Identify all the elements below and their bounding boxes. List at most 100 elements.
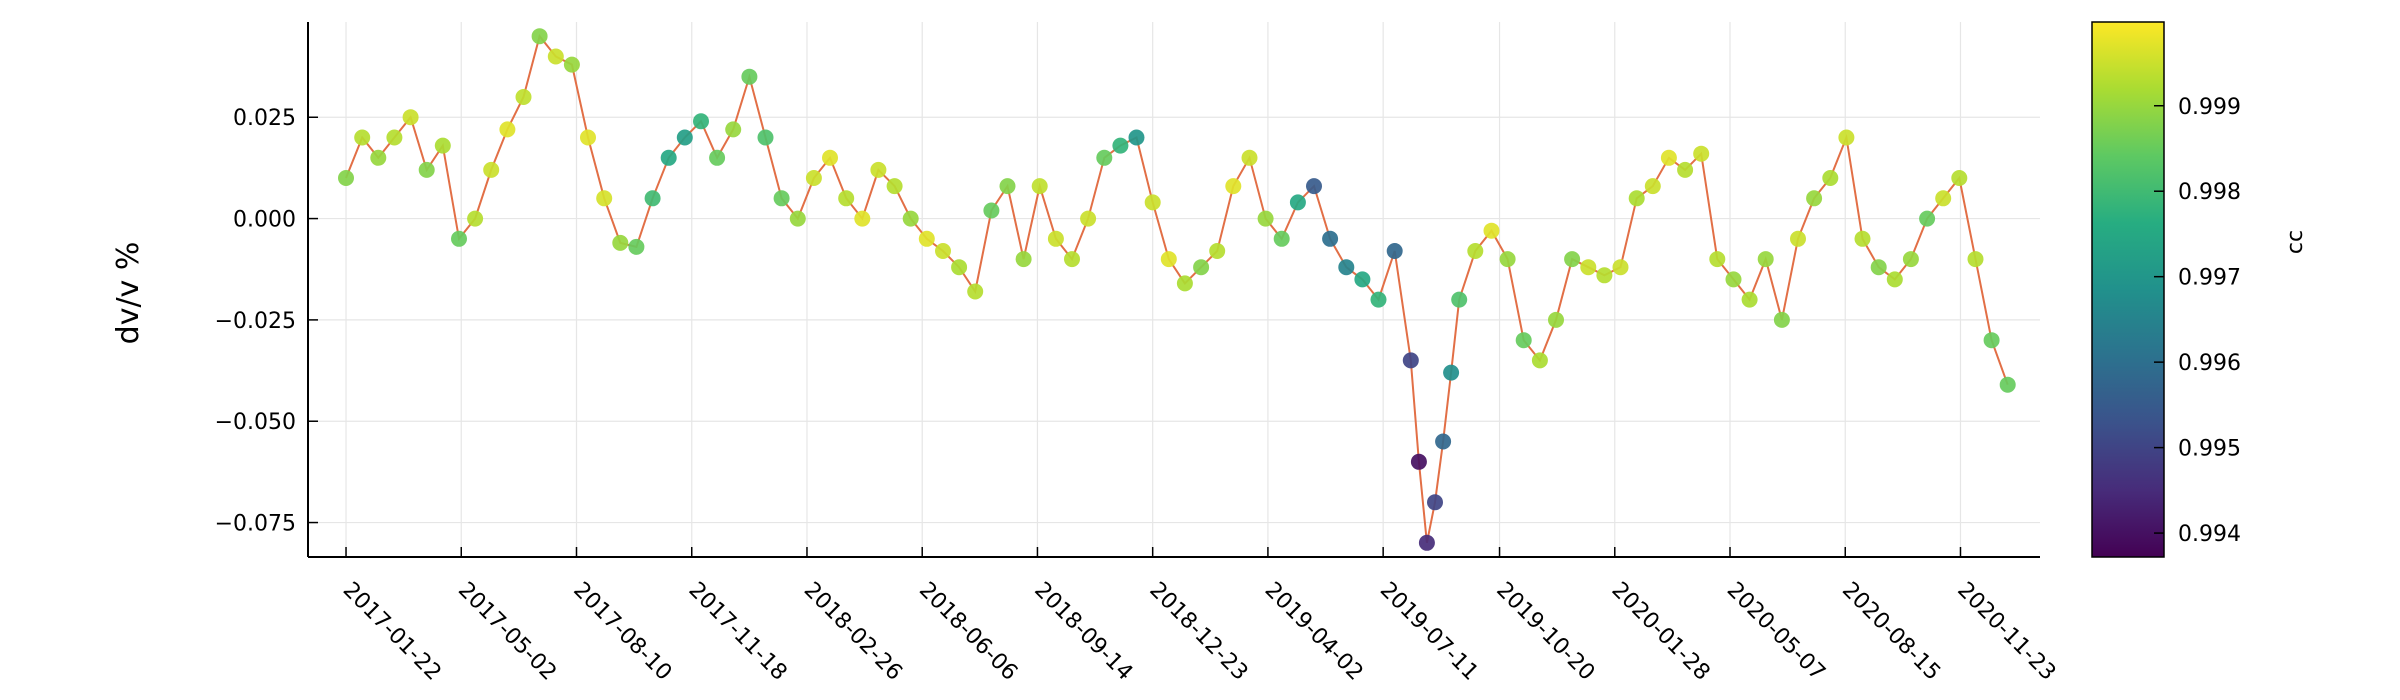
colorbar-tick-label: 0.996 [2178,351,2241,376]
colorbar-tick-label: 0.999 [2178,95,2241,120]
x-tick-label: 2018-02-26 [799,578,907,686]
colorbar [2092,22,2164,557]
data-point [515,89,532,105]
data-point [531,28,548,45]
x-tick-label: 2017-05-02 [453,578,561,686]
data-point [1322,230,1339,247]
data-point [451,230,467,247]
data-point [1709,251,1726,268]
data-point [1757,251,1774,268]
data-point [886,178,903,195]
data-point [1031,178,1048,195]
data-point [1427,494,1443,511]
x-tick-label: 2020-08-15 [1837,578,1945,686]
data-point [483,161,500,178]
data-point [1999,376,2016,393]
data-point [1983,332,2000,349]
data-point [1919,210,1936,227]
data-point [628,238,645,255]
x-tick-label: 2018-09-14 [1029,578,1137,686]
data-point [1273,230,1290,247]
data-point [1580,259,1597,276]
data-point [1435,433,1452,450]
data-point [580,129,596,146]
data-point [1902,251,1919,268]
data-point [1677,161,1694,178]
data-point [870,161,887,178]
data-point [1306,178,1322,195]
x-tick-label: 2018-12-23 [1144,578,1252,686]
data-point [1515,332,1532,349]
data-point [1015,251,1032,268]
data-point [1773,311,1790,328]
data-point [1386,243,1403,259]
colorbar-label: cc [2283,230,2308,254]
data-point [1596,267,1613,284]
data-point [918,230,935,247]
data-point [418,161,435,178]
data-point [563,56,580,73]
data-point [1854,230,1871,247]
data-point [805,170,822,186]
colorbar-tick-label: 0.997 [2178,266,2241,291]
data-point [1225,178,1242,195]
y-axis-ticks: 0.025 0.000 −0.025 −0.050 −0.075 [215,106,318,537]
data-point [1160,251,1177,268]
data-point [741,68,758,85]
x-tick-label: 2020-01-28 [1607,578,1715,686]
data-point [773,190,790,207]
colorbar-tick-label: 0.995 [2178,437,2241,462]
data-point [1628,190,1645,207]
data-point [967,283,984,300]
y-axis-label: dv/v % [111,242,146,345]
data-point [1209,243,1226,259]
data-point [1725,271,1742,288]
grid-lines [308,22,2040,557]
x-tick-label: 2019-10-20 [1491,578,1599,686]
data-point [1531,352,1548,369]
y-tick-label: 0.025 [233,106,296,131]
data-point [935,243,951,259]
data-point [547,48,564,65]
data-point [1096,149,1113,166]
data-point [1257,210,1274,227]
x-tick-label: 2020-11-23 [1952,578,2060,686]
y-tick-label: −0.050 [215,410,296,435]
data-point [1886,271,1903,288]
data-point [354,129,371,146]
x-tick-label: 2017-11-18 [683,578,791,686]
data-point [1176,275,1193,292]
data-point [1354,271,1371,288]
data-point [1193,259,1210,276]
data-point [1451,291,1468,308]
data-point [789,210,806,227]
data-point [386,129,403,146]
data-point [370,149,387,166]
data-point [402,109,419,126]
data-point [612,234,629,251]
colorbar-tick-label: 0.998 [2178,180,2241,205]
data-point [1548,311,1564,328]
data-points [338,28,2016,551]
data-point [951,259,968,276]
data-point [822,149,838,166]
data-point [709,149,726,166]
data-point [660,149,677,166]
data-point [1080,210,1097,227]
data-point [338,170,354,186]
data-point [499,121,516,138]
data-point [1644,178,1661,195]
data-point [1443,364,1460,381]
data-point [1483,222,1500,239]
x-tick-label: 2017-01-22 [338,578,446,686]
data-point [1693,145,1710,162]
x-tick-label: 2018-06-06 [914,578,1022,686]
x-tick-label: 2019-07-11 [1375,578,1483,686]
data-point [854,210,871,227]
data-point [596,190,613,207]
y-tick-label: −0.025 [215,309,296,334]
data-point [1467,243,1484,259]
data-point [1144,194,1161,211]
data-point [1289,194,1306,211]
data-point [1499,251,1516,268]
